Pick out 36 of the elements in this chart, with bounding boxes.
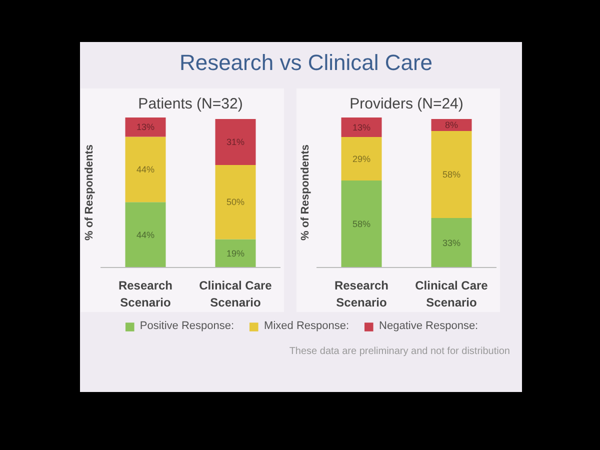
data-label: 44% [136,230,155,240]
data-label: 19% [226,248,245,258]
data-label: 58% [352,219,371,229]
x-tick-label: Research Scenario [118,278,173,310]
x-tick-label: Clinical Care Scenario [415,278,488,310]
bar [341,118,382,137]
bar [341,137,382,180]
bar [431,218,472,268]
chart-title: Providers (N=24) [350,96,464,112]
bar [215,165,256,240]
y-axis-title: % of Respondents [300,144,312,240]
bar [431,131,472,218]
legend-label: Positive Response: [140,320,234,332]
chart-subtitle: Patients (N=32) [138,96,243,112]
data-label: 58% [442,170,461,180]
x-tick-label: Clinical Care Scenario [199,278,272,310]
chart-title: Research vs Clinical Care [179,49,433,77]
data-label: 13% [352,122,371,132]
data-label: 44% [136,164,155,174]
bar [215,239,256,268]
bar [125,136,166,202]
text: These data are preliminary and not for distribution [289,345,510,359]
data-label: 13% [136,122,155,132]
legend-label: Mixed Response: [264,320,350,332]
data-label: 33% [442,238,461,248]
data-label: 50% [226,197,245,208]
y-axis-title: % of Respondents [84,144,96,240]
bar [341,180,382,268]
data-label: 8% [444,120,458,130]
bar [125,202,166,268]
legend-label: Negative Response: [379,320,478,332]
bar [215,118,256,166]
data-label: 31% [226,137,245,148]
x-tick-label: Research Scenario [334,278,389,310]
bar [125,118,166,137]
data-label: 29% [352,154,371,164]
